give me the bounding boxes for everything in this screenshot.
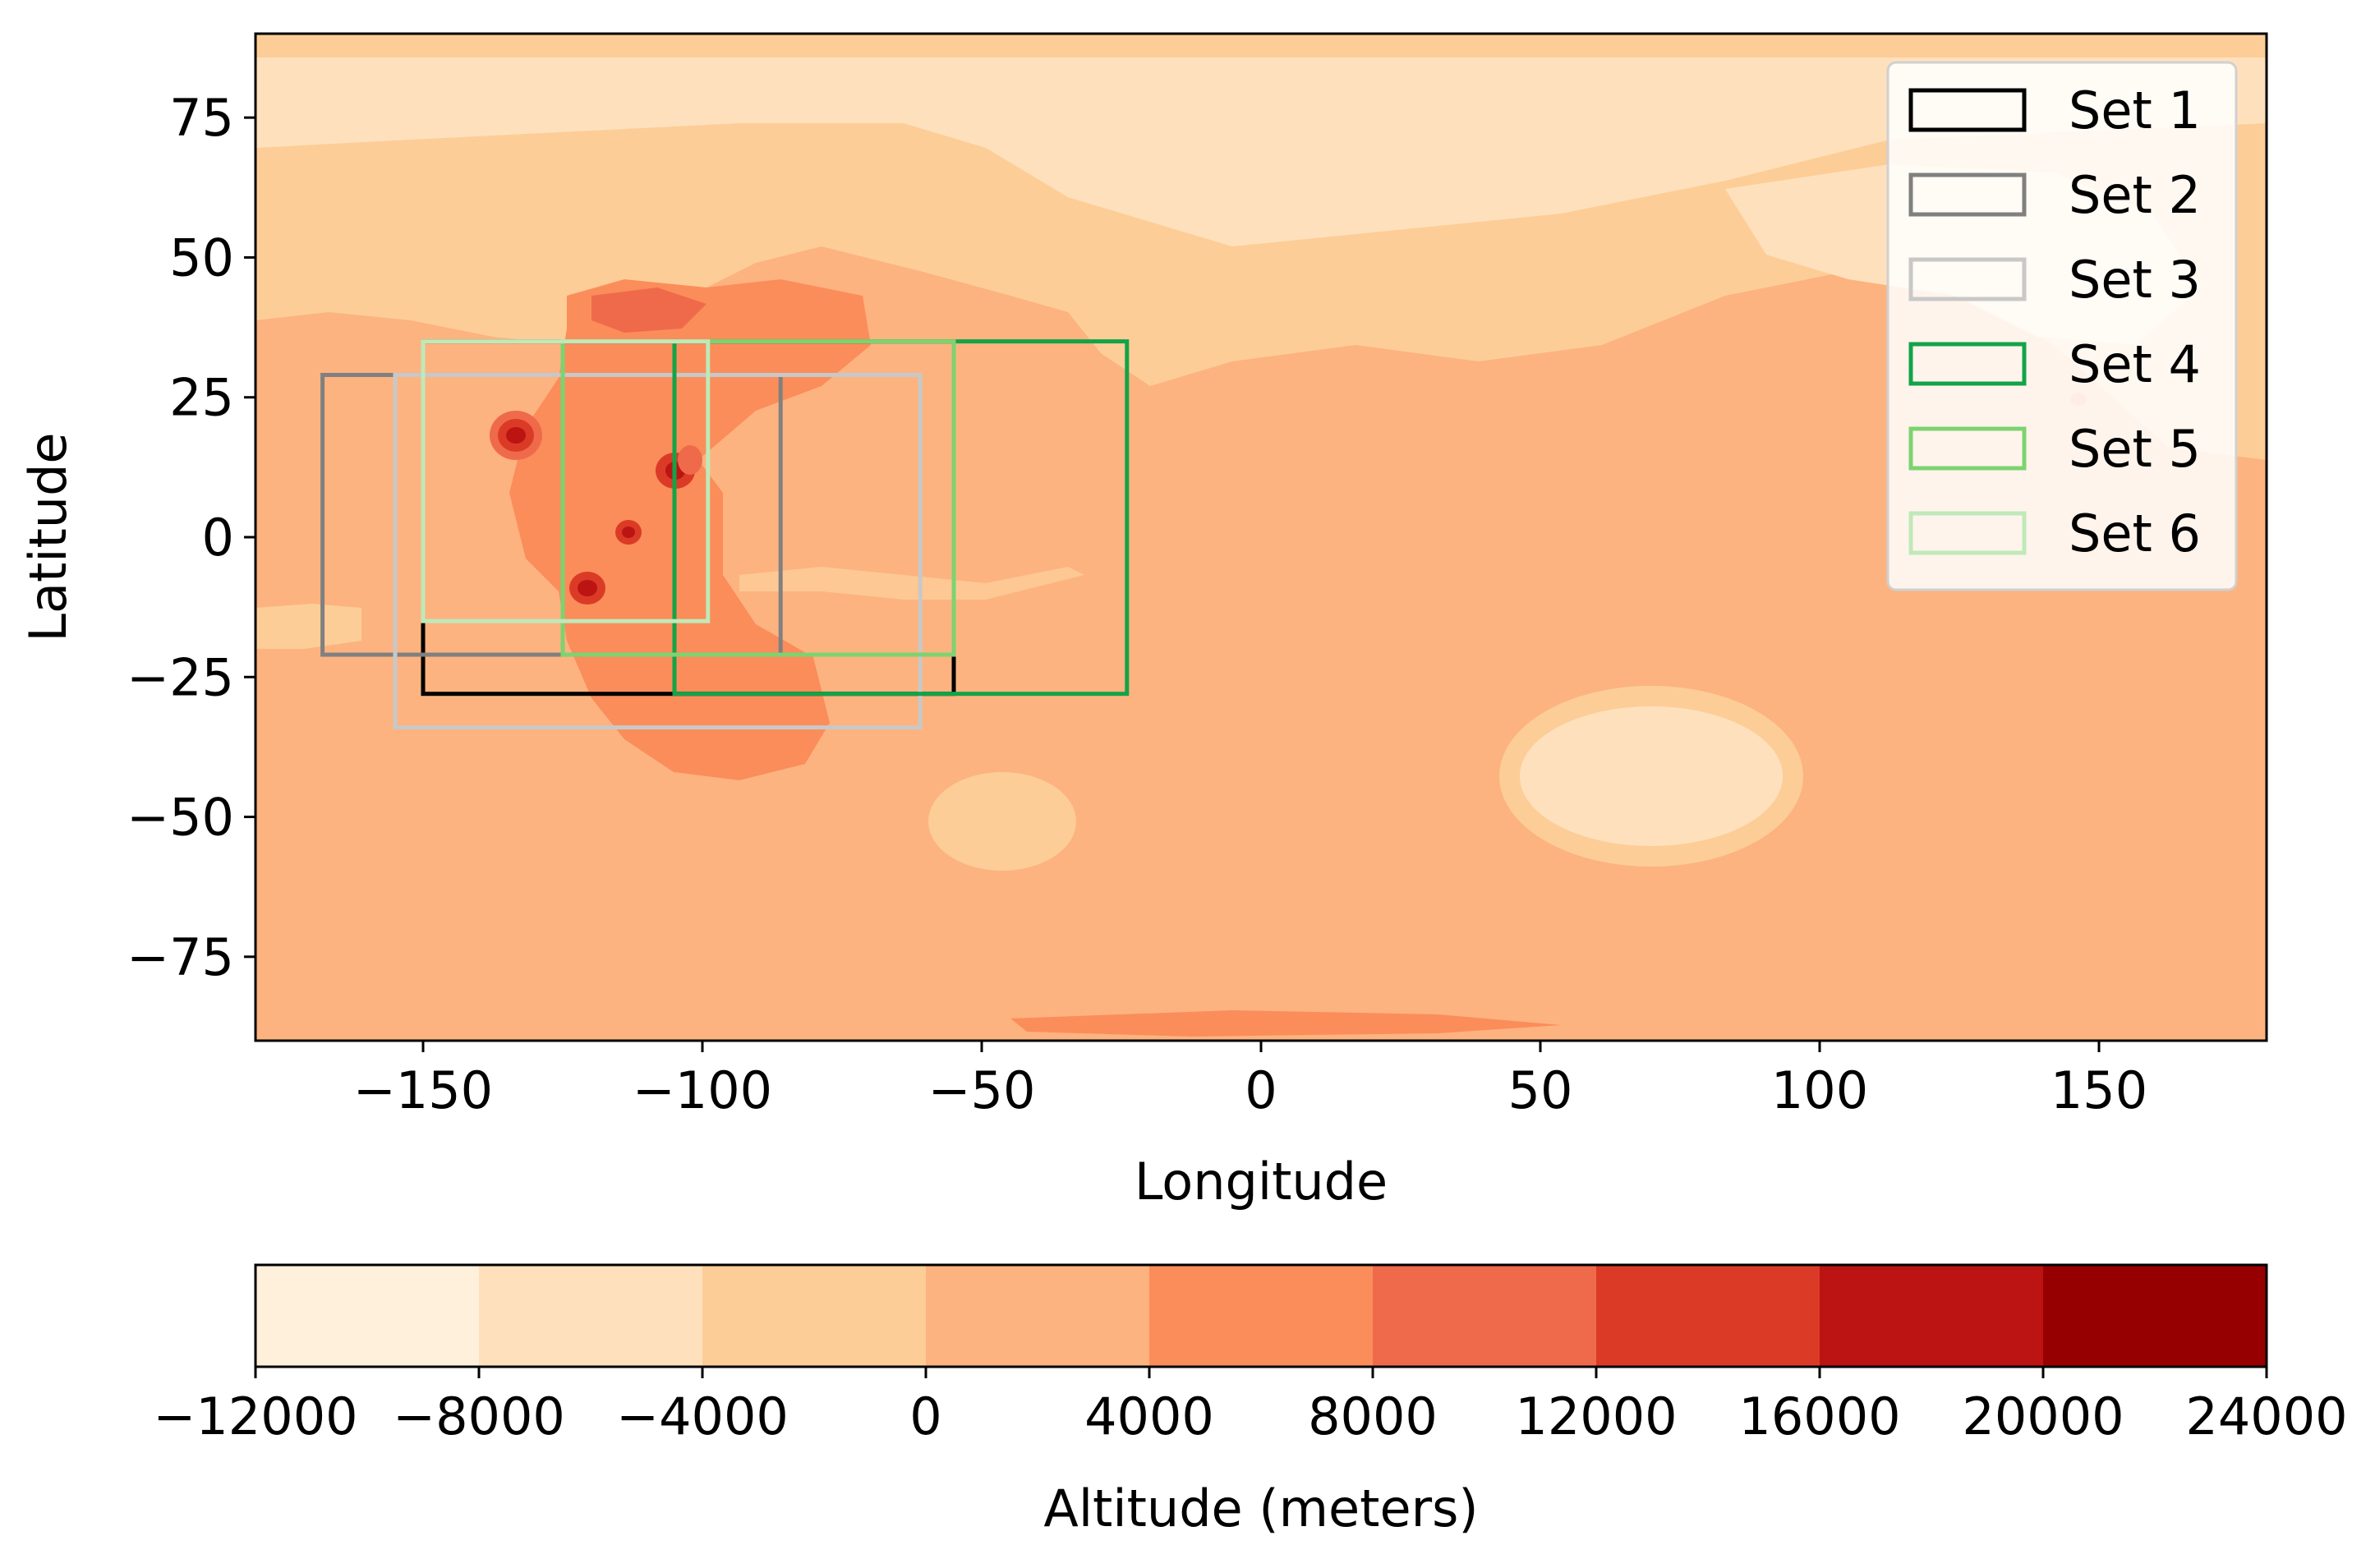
legend-swatch-set-5 — [1908, 426, 2027, 471]
y-tick-label: −25 — [127, 647, 234, 707]
colorbar-tick-label: −12000 — [153, 1386, 357, 1446]
colorbar-cell — [479, 1265, 702, 1367]
legend-label-set-4: Set 4 — [2069, 334, 2201, 394]
map-plot-area: −150 −100 −50 0 50 100 150 75 50 25 0 −25 −50 −75 Lo… — [18, 32, 2268, 1212]
colorbar-frame — [254, 1263, 2268, 1368]
x-axis-ticks: −150 −100 −50 0 50 100 150 — [353, 1041, 2147, 1120]
legend-label-set-5: Set 5 — [2069, 419, 2201, 479]
colorbar-tick-label: 0 — [909, 1386, 941, 1446]
legend-box — [1886, 61, 2238, 591]
colorbar-cell — [702, 1265, 926, 1367]
legend-swatch-set-6 — [1908, 511, 2027, 555]
legend-swatch-set-4 — [1908, 342, 2027, 386]
arsia-mons — [569, 572, 605, 605]
colorbar-tick-label: −8000 — [393, 1386, 565, 1446]
legend-swatch-set-1 — [1908, 88, 2027, 132]
olympus-mons — [490, 411, 542, 460]
legend-label-set-3: Set 3 — [2069, 250, 2201, 310]
y-tick-label: 50 — [169, 228, 234, 287]
legend-label-set-1: Set 1 — [2069, 80, 2201, 140]
colorbar-cell — [926, 1265, 1149, 1367]
colorbar-tick-label: −4000 — [616, 1386, 789, 1446]
x-axis-title: Longitude — [1135, 1152, 1388, 1212]
legend-swatch-set-3 — [1908, 257, 2027, 301]
y-tick-label: 75 — [169, 88, 234, 148]
x-tick-label: 0 — [1245, 1060, 1277, 1120]
y-axis-ticks: 75 50 25 0 −25 −50 −75 — [127, 88, 255, 987]
x-tick-label: 50 — [1508, 1060, 1573, 1120]
y-tick-label: 0 — [202, 508, 234, 568]
colorbar: −12000 −8000 −4000 0 4000 8000 12000 16000 20000… — [153, 1263, 2348, 1538]
set-3-rect — [393, 372, 923, 730]
legend-swatch-set-2 — [1908, 172, 2027, 217]
x-tick-label: −50 — [928, 1060, 1036, 1120]
legend: Set 1 Set 2 Set 3 Set 4 Set 5 Set 6 — [1886, 61, 2238, 591]
colorbar-tick-label: 24000 — [2185, 1386, 2347, 1446]
colorbar-tick-label: 16000 — [1738, 1386, 1900, 1446]
colorbar-tick-label: 12000 — [1515, 1386, 1677, 1446]
set-6-rect — [421, 339, 711, 623]
colorbar-cell — [1373, 1265, 1596, 1367]
y-axis-title: Latitude — [18, 432, 78, 641]
y-tick-label: 25 — [169, 368, 234, 428]
legend-label-set-2: Set 2 — [2069, 165, 2201, 225]
colorbar-cell — [1820, 1265, 2043, 1367]
set-rectangles — [320, 339, 1130, 730]
y-tick-label: −50 — [127, 788, 234, 848]
pavonis-mons — [615, 520, 642, 545]
colorbar-title: Altitude (meters) — [1043, 1478, 1478, 1538]
legend-label-set-6: Set 6 — [2069, 504, 2201, 563]
colorbar-cell — [255, 1265, 479, 1367]
colorbar-cell — [1149, 1265, 1373, 1367]
x-tick-label: −150 — [353, 1060, 493, 1120]
colorbar-tick-label: 8000 — [1308, 1386, 1438, 1446]
x-tick-label: −100 — [633, 1060, 772, 1120]
x-tick-label: 100 — [1771, 1060, 1868, 1120]
set-5-rect — [560, 339, 956, 657]
colorbar-cell — [1596, 1265, 1820, 1367]
colorbar-cell — [2043, 1265, 2267, 1367]
colorbar-tick-label: 4000 — [1084, 1386, 1214, 1446]
x-tick-label: 150 — [2051, 1060, 2147, 1120]
y-tick-label: −75 — [127, 927, 234, 987]
colorbar-tick-label: 20000 — [1962, 1386, 2124, 1446]
